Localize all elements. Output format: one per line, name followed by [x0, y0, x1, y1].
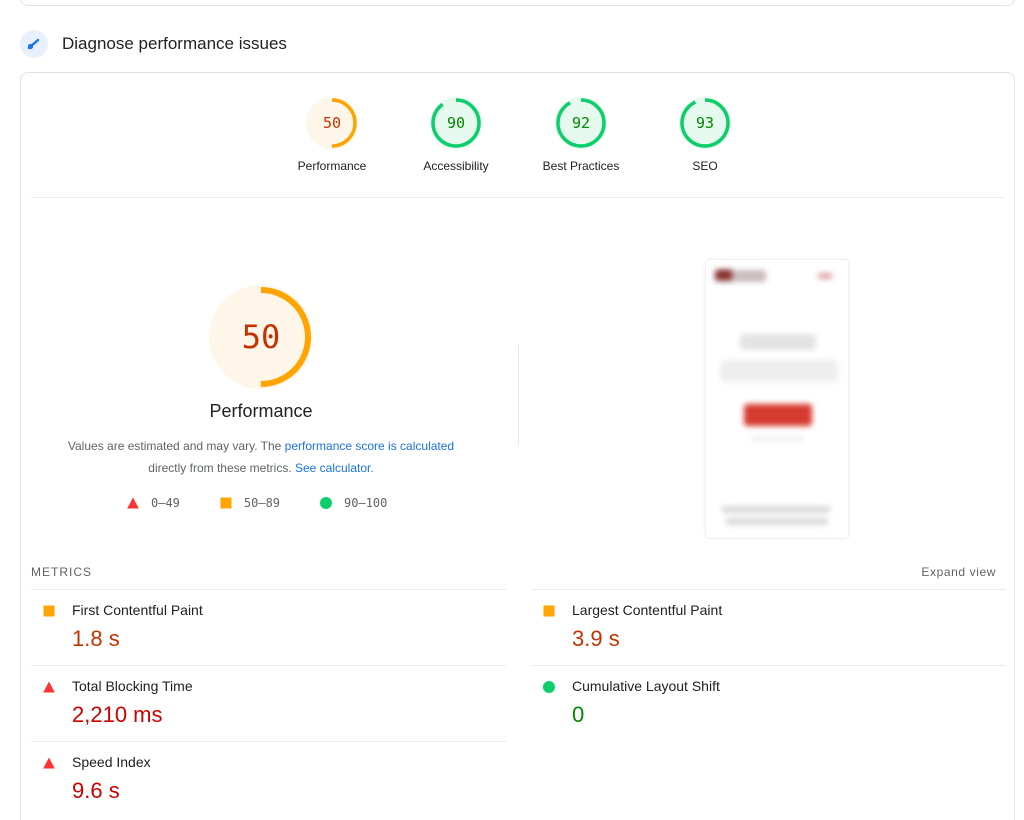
metric-name: Total Blocking Time	[72, 678, 193, 694]
metric-first-contentful-paint: First Contentful Paint 1.8 s	[31, 589, 506, 665]
gauge-score: 93	[696, 114, 714, 132]
orange-square-icon	[43, 605, 55, 617]
performance-score-gauge: 50	[209, 285, 313, 389]
orange-square-icon	[543, 605, 555, 617]
note-text: directly from these metrics.	[148, 461, 295, 475]
metric-value: 3.9 s	[572, 626, 620, 651]
metric-largest-contentful-paint: Largest Contentful Paint 3.9 s	[531, 589, 1006, 665]
gauge-label: SEO	[692, 159, 718, 173]
score-ring-arc	[556, 98, 606, 148]
orange-square-icon	[220, 497, 232, 509]
score-ring: 92	[555, 97, 607, 149]
metric-name: Largest Contentful Paint	[572, 602, 723, 618]
gauge-seo[interactable]: 93 SEO	[645, 97, 765, 173]
metric-speed-index: Speed Index 9.6 s	[31, 741, 506, 817]
score-note: Values are estimated and may vary. The p…	[21, 435, 501, 479]
metric-value: 1.8 s	[72, 626, 120, 651]
gauge-best-practices[interactable]: 92 Best Practices	[521, 97, 641, 173]
gauge-accessibility[interactable]: 90 Accessibility	[396, 97, 516, 173]
previous-card	[20, 0, 1015, 6]
legend-fail: 0–49	[127, 496, 180, 510]
note-text: Values are estimated and may vary. The	[67, 439, 285, 453]
metric-value: 9.6 s	[72, 778, 120, 803]
legend-range: 90–100	[344, 496, 388, 510]
score-ring-arc	[307, 98, 357, 148]
section-header: Diagnose performance issues	[20, 28, 287, 60]
metric-value: 2,210 ms	[72, 702, 163, 727]
legend-range: 0–49	[151, 496, 180, 510]
see-calculator-link[interactable]: See calculator.	[294, 461, 374, 475]
score-ring-fill	[679, 97, 731, 149]
red-triangle-icon	[127, 497, 139, 509]
legend-range: 50–89	[243, 496, 281, 510]
page-screenshot-thumbnail[interactable]	[705, 259, 849, 539]
score-legend: 0–49 50–89 90–100	[127, 495, 427, 511]
metric-name: Speed Index	[72, 754, 151, 770]
metrics-title: METRICS	[31, 565, 92, 579]
legend-pass: 90–100	[320, 496, 387, 510]
gauge-score: 50	[323, 114, 341, 132]
gauge-performance[interactable]: 50 Performance	[272, 97, 392, 173]
category-gauges: 50 Performance 90 Accessibility 92 Best …	[21, 97, 1014, 197]
score-ring-fill	[555, 97, 607, 149]
legend-average: 50–89	[220, 496, 280, 510]
score-ring: 93	[679, 97, 731, 149]
score-ring-fill	[430, 97, 482, 149]
gauge-label: Accessibility	[423, 159, 489, 173]
green-circle-icon	[320, 497, 333, 509]
gauge-needle-icon	[20, 30, 48, 58]
metric-cumulative-layout-shift: Cumulative Layout Shift 0	[531, 665, 1006, 741]
gauge-score: 92	[572, 114, 590, 132]
red-triangle-icon	[43, 681, 55, 693]
score-ring-arc	[211, 287, 311, 387]
performance-title: Performance	[209, 401, 313, 421]
metric-name: Cumulative Layout Shift	[572, 678, 720, 694]
red-triangle-icon	[43, 757, 55, 769]
section-title: Diagnose performance issues	[62, 34, 287, 53]
metric-name: First Contentful Paint	[72, 602, 203, 618]
score-ring: 50	[306, 97, 358, 149]
metrics-header: METRICS Expand view	[31, 565, 996, 581]
metric-value: 0	[572, 702, 585, 727]
metric-total-blocking-time: Total Blocking Time 2,210 ms	[31, 665, 506, 741]
expand-view-button[interactable]: Expand view	[921, 565, 996, 579]
green-circle-icon	[543, 681, 555, 693]
score-ring: 90	[430, 97, 482, 149]
gauge-label: Best Practices	[542, 159, 620, 173]
score-ring-fill	[209, 285, 313, 389]
divider	[518, 345, 519, 445]
score-ring-fill	[306, 97, 358, 149]
performance-score: 50	[242, 318, 281, 356]
score-calculated-link[interactable]: performance score is calculated	[284, 439, 455, 453]
gauge-score: 90	[447, 114, 465, 132]
gauge-label: Performance	[297, 159, 367, 173]
score-ring-arc	[431, 98, 481, 148]
score-ring-arc	[680, 98, 730, 148]
report-card: 50 Performance 90 Accessibility 92 Best …	[20, 72, 1015, 820]
divider	[31, 197, 1004, 198]
